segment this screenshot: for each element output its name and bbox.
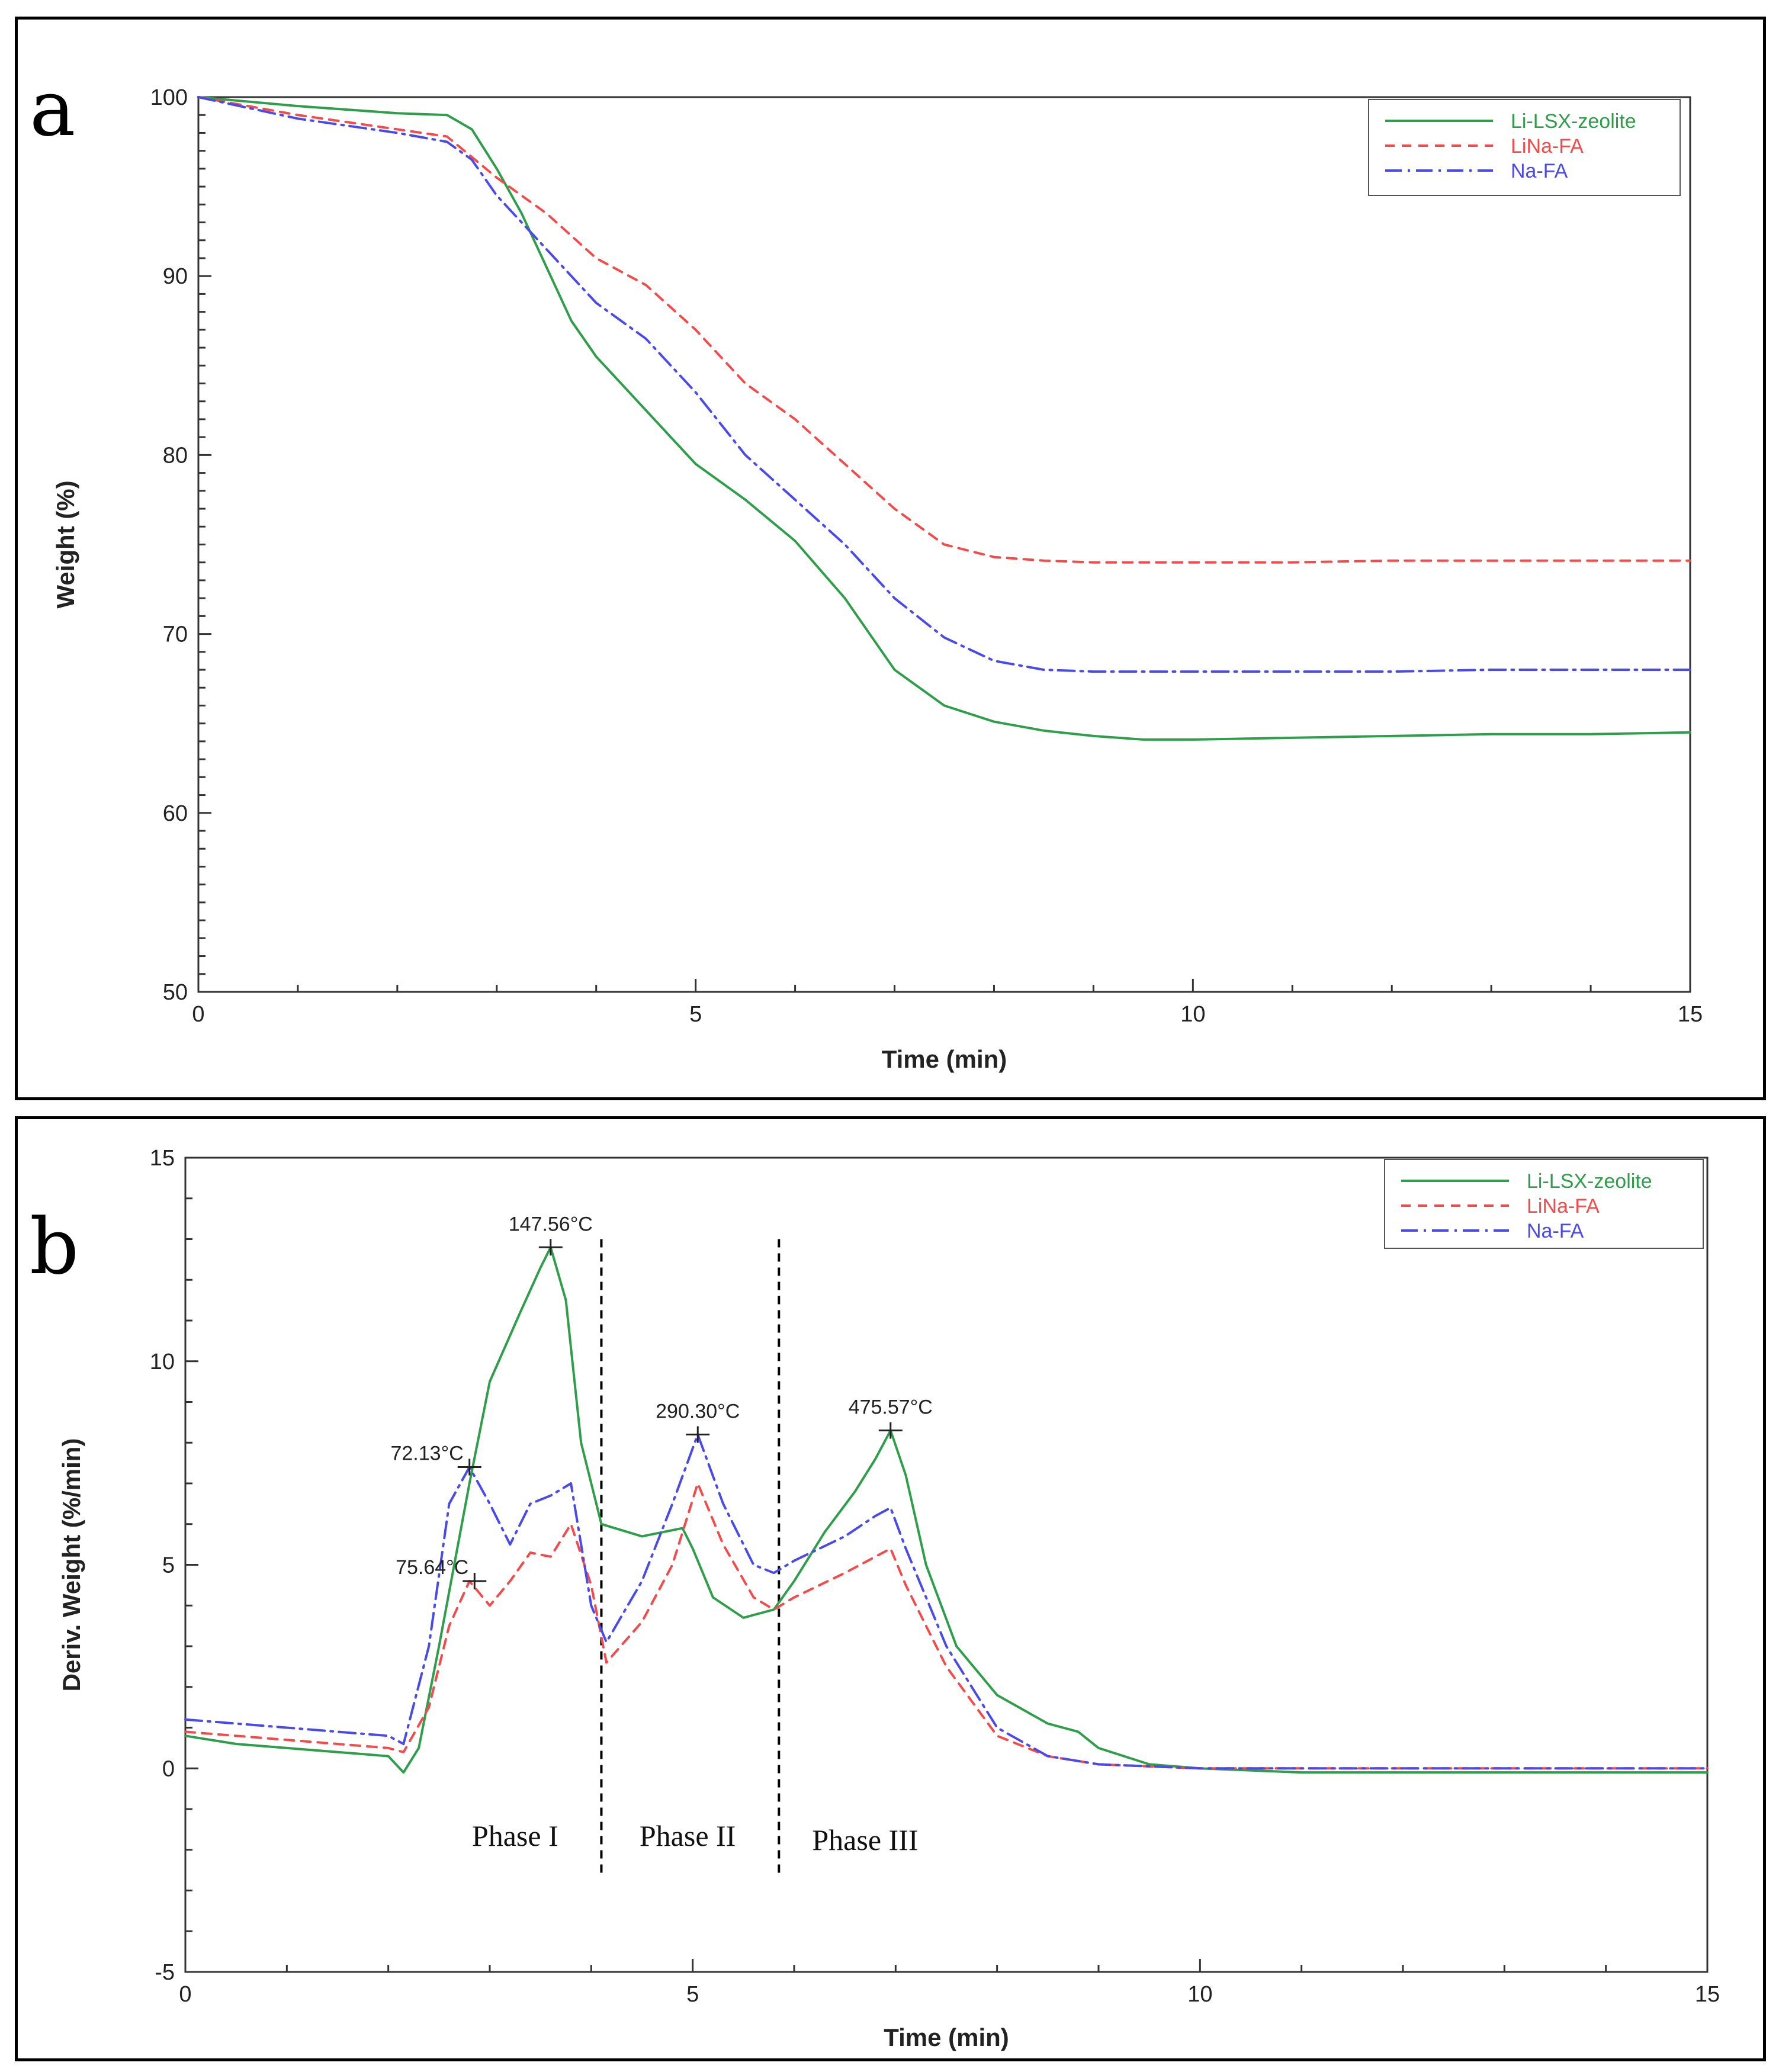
peak-annotation-label: 72.13°C (390, 1443, 463, 1465)
x-axis-title: Time (min) (884, 2023, 1009, 2051)
legend-entry: Li-LSX-zeolite (1511, 110, 1636, 133)
legend-entry: Na-FA (1511, 160, 1568, 182)
y-tick-label: 70 (163, 622, 188, 647)
x-tick-label: 10 (1180, 1002, 1205, 1027)
peak-annotation-label: 475.57°C (849, 1396, 933, 1419)
y-tick-label: 10 (150, 1350, 175, 1374)
y-axis-title: Deriv. Weight (%/min) (57, 1438, 85, 1692)
phase-label: Phase II (640, 1819, 736, 1852)
y-tick-label: -5 (155, 1960, 175, 1985)
y-tick-label: 60 (163, 801, 188, 826)
x-axis-title: Time (min) (882, 1045, 1007, 1073)
y-tick-label: 5 (162, 1553, 175, 1578)
x-tick-label: 10 (1187, 1982, 1212, 2007)
legend-box (1384, 1159, 1704, 1249)
weight-chart-svg: a 0 5 10 15 50 60 70 80 90 100 Time (min) Weight (%)… (30, 63, 1703, 1073)
x-tick-label: 15 (1695, 1982, 1720, 2007)
legend-box (1368, 99, 1681, 196)
series-line-li-lsx-zeolite (184, 1246, 1709, 1774)
y-tick-label: 50 (163, 980, 188, 1005)
x-tick-label: 0 (179, 1982, 191, 2007)
y-tick-label: 90 (163, 264, 188, 289)
x-tick-label: 15 (1678, 1002, 1703, 1027)
series-line-na-fa (197, 96, 1691, 673)
y-tick-label: 15 (150, 1146, 175, 1171)
legend-entry: Na-FA (1527, 1220, 1584, 1242)
x-tick-label: 0 (192, 1002, 204, 1027)
series-line-na-fa (184, 1433, 1709, 1770)
legend-entry: Li-LSX-zeolite (1527, 1170, 1652, 1193)
y-tick-label: 80 (163, 443, 188, 468)
phase-label: Phase III (812, 1823, 918, 1856)
series-line-li-lsx-zeolite (197, 96, 1691, 741)
series-line-lina-fa (184, 1482, 1709, 1770)
peak-annotation-label: 75.64°C (396, 1556, 468, 1579)
y-tick-label: 0 (162, 1756, 175, 1781)
series-line-lina-fa (197, 96, 1691, 564)
legend-entry: LiNa-FA (1527, 1195, 1600, 1217)
peak-annotation-label: 147.56°C (509, 1213, 593, 1235)
phase-label: Phase I (472, 1819, 558, 1852)
x-tick-label: 5 (689, 1002, 702, 1027)
panel-b-derivative-chart: b 0 5 10 15 -5 0 5 10 15 Time (min) Deriv. Weight (… (15, 1116, 1766, 2061)
y-axis-title: Weight (%) (52, 480, 79, 608)
panel-a-weight-chart: a 0 5 10 15 50 60 70 80 90 100 Time (min) Weight (%)… (15, 17, 1766, 1100)
panel-label: a (30, 63, 76, 153)
peak-annotation-label: 290.30°C (656, 1400, 740, 1423)
x-tick-label: 5 (686, 1982, 699, 2007)
y-tick-label: 100 (150, 85, 188, 110)
panel-label: b (30, 1202, 79, 1292)
legend-entry: LiNa-FA (1511, 135, 1584, 158)
